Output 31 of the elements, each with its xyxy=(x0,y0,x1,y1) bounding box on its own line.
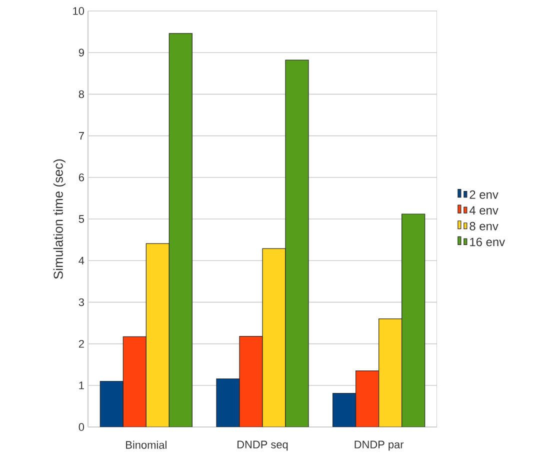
y-tick-label: 7 xyxy=(78,132,84,140)
bar xyxy=(402,214,426,427)
y-tick-label: 1 xyxy=(79,382,84,390)
legend-label: 16 env xyxy=(470,238,506,246)
x-tick-label: DNDP seq xyxy=(238,440,288,451)
y-axis-title: Simulation time (sec) xyxy=(53,159,66,279)
bar xyxy=(356,370,380,427)
legend-label: 2 env xyxy=(470,190,498,199)
bar xyxy=(285,60,309,427)
y-tick-label: 9 xyxy=(78,48,84,56)
bar xyxy=(378,318,402,427)
y-tick-label: 3 xyxy=(78,298,84,306)
bar xyxy=(216,378,240,427)
bar xyxy=(332,393,356,427)
y-tick-label: 0 xyxy=(78,423,84,431)
legend-label: 8 env xyxy=(470,222,498,230)
y-tick-label: 8 xyxy=(78,90,84,98)
bar xyxy=(122,336,146,427)
bar xyxy=(168,33,192,427)
bar xyxy=(146,243,170,427)
legend-label: 4 env xyxy=(469,206,498,215)
y-tick-label: 2 xyxy=(78,340,84,348)
x-tick-label: Binomial xyxy=(126,440,166,449)
y-tick-label: 5 xyxy=(78,215,84,223)
y-tick-label: 4 xyxy=(78,256,84,264)
y-tick-label: 6 xyxy=(78,174,84,182)
bar xyxy=(262,248,286,427)
bar xyxy=(100,380,124,427)
y-tick-label: 10 xyxy=(73,7,84,15)
x-tick-label: DNDP par xyxy=(354,440,404,451)
bar xyxy=(239,336,263,427)
